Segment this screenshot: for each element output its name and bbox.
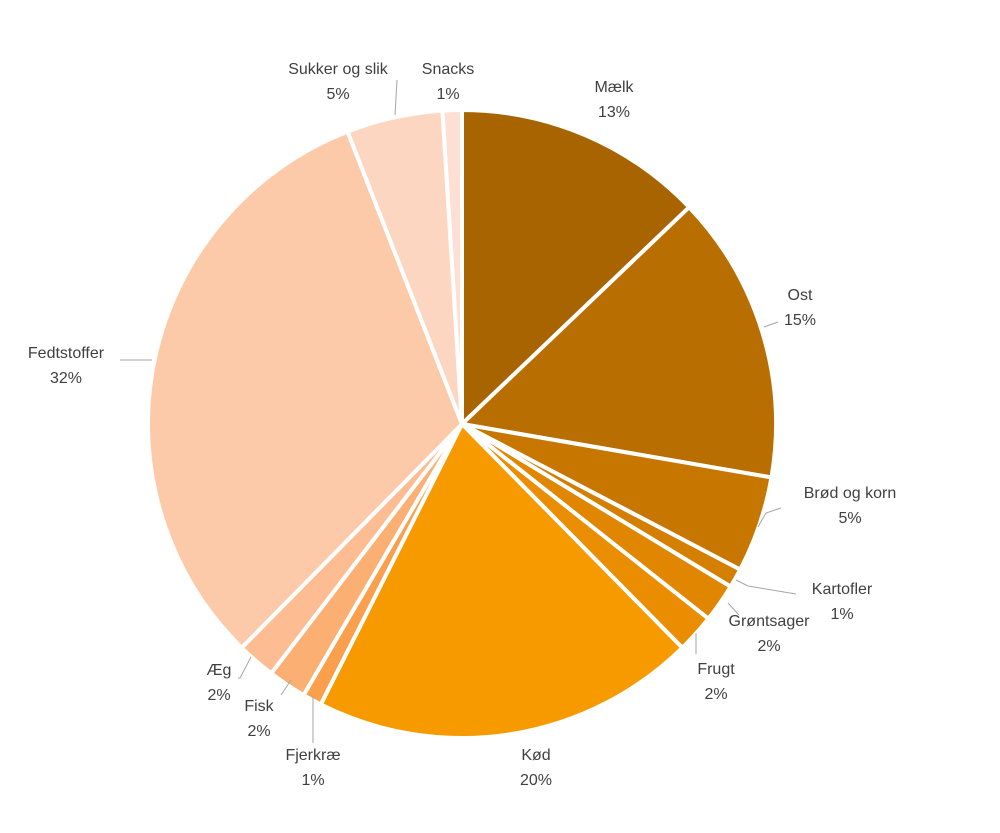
pie-slice-kød — [318, 422, 685, 740]
leader-line — [394, 79, 398, 116]
slice-category-label: Snacks — [422, 61, 474, 78]
slice-percent-label: 13% — [598, 104, 630, 121]
slice-category-label: Fedtstoffer — [28, 345, 105, 362]
leader-line — [757, 507, 782, 528]
slice-label: Ost 15% — [784, 287, 816, 329]
slice-category-label: Kød — [521, 747, 550, 764]
leader-line — [727, 602, 740, 616]
slice-label: Sukker og slik 5% — [288, 61, 389, 103]
slice-percent-label: 20% — [520, 772, 552, 789]
slice-percent-label: 5% — [838, 510, 861, 527]
slice-percent-label: 2% — [247, 723, 270, 740]
slice-percent-label: 32% — [50, 370, 82, 387]
pie-slices — [146, 108, 778, 740]
slice-percent-label: 2% — [704, 686, 727, 703]
pie-slice-snacks — [440, 108, 464, 426]
slice-category-label: Fisk — [244, 698, 274, 715]
slice-percent-label: 2% — [207, 687, 230, 704]
slice-label: Frugt 2% — [697, 661, 735, 703]
slice-percent-label: 1% — [301, 772, 324, 789]
pie-slice-mælk — [460, 108, 692, 426]
leader-line — [280, 679, 292, 696]
slice-percent-label: 1% — [436, 86, 459, 103]
slice-percent-label: 5% — [326, 86, 349, 103]
slice-category-label: Sukker og slik — [288, 61, 389, 78]
slice-label: Mælk 13% — [594, 79, 634, 121]
slice-label: Fisk 2% — [244, 698, 274, 740]
slice-category-label: Brød og korn — [804, 485, 896, 502]
slice-label: Brød og korn 5% — [804, 485, 896, 527]
slice-labels: Mælk 13% Ost 15% Brød og korn 5% Kartofler 1% Gr… — [28, 61, 896, 789]
slice-label: Kød 20% — [520, 747, 552, 789]
slice-label: Fedtstoffer 32% — [28, 345, 105, 387]
slice-category-label: Frugt — [697, 661, 735, 678]
leader-line — [735, 579, 797, 595]
slice-label: Æg 2% — [207, 662, 232, 704]
slice-category-label: Kartofler — [812, 581, 873, 598]
leader-line — [238, 656, 252, 679]
leader-line — [763, 321, 779, 328]
slice-label: Grøntsager 2% — [729, 613, 811, 655]
slice-category-label: Fjerkræ — [285, 747, 340, 764]
slice-label: Kartofler 1% — [812, 581, 873, 623]
slice-category-label: Grøntsager — [729, 613, 811, 630]
slice-category-label: Mælk — [594, 79, 634, 96]
slice-category-label: Æg — [207, 662, 232, 679]
pie-slice-fedtstoffer — [146, 129, 464, 650]
slice-percent-label: 15% — [784, 312, 816, 329]
leader-lines — [120, 79, 797, 743]
slice-percent-label: 2% — [757, 638, 780, 655]
slice-label: Snacks 1% — [422, 61, 474, 103]
slice-category-label: Ost — [788, 287, 813, 304]
slice-percent-label: 1% — [830, 606, 853, 623]
slice-label: Fjerkræ 1% — [285, 747, 340, 789]
pie-slice-ost — [460, 205, 778, 480]
